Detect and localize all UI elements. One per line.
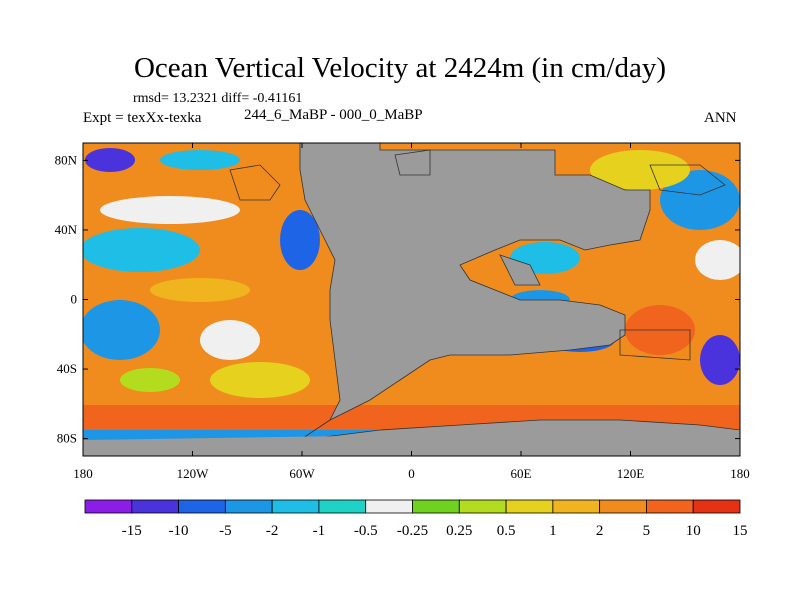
- colorbar-swatch: [365, 499, 413, 514]
- colorbar-swatch: [412, 499, 460, 514]
- pacific-patch: [200, 320, 260, 360]
- colorbar-label: -1: [313, 523, 326, 539]
- pacific-patch: [280, 210, 320, 270]
- lat-tick-label: 80S: [57, 431, 77, 446]
- east-ocean-patch: [700, 335, 740, 385]
- colorbar-label: 0.25: [446, 523, 472, 539]
- colorbar-swatch: [458, 499, 507, 514]
- experiment-label: Expt = texXx-texka: [83, 110, 202, 126]
- lat-tick-label: 40S: [57, 361, 77, 376]
- colorbar-swatch: [599, 499, 647, 514]
- colorbar-swatch: [505, 499, 554, 514]
- pacific-patch: [100, 196, 240, 224]
- lon-tick-label: 0: [408, 466, 415, 481]
- colorbar-swatch: [646, 499, 694, 514]
- lon-tick-label: 180: [730, 466, 750, 481]
- east-ocean-patch: [590, 150, 690, 190]
- colorbar-swatch: [271, 499, 320, 514]
- colorbar-swatch: [318, 499, 367, 514]
- colorbar: -15 -10 -5 -2 -1 -0.5 -0.25 0.25 0.5 1 2 5 10 15: [84, 499, 748, 539]
- subtitle: 244_6_MaBP - 000_0_MaBP: [244, 107, 423, 123]
- pacific-patch: [83, 300, 160, 360]
- pacific-patch: [85, 148, 135, 172]
- colorbar-label: -10: [169, 523, 189, 539]
- lon-tick-label: 120W: [177, 466, 210, 481]
- lat-tick-label: 0: [71, 292, 78, 307]
- velocity-field: [83, 143, 740, 456]
- colorbar-label: -15: [122, 523, 142, 539]
- pacific-patch: [83, 228, 200, 272]
- colorbar-label: -2: [266, 523, 279, 539]
- pacific-patch: [150, 278, 250, 302]
- pangaea-land: [83, 143, 740, 456]
- antarctic-land: [83, 430, 740, 456]
- lon-tick-label: 60E: [511, 466, 532, 481]
- pacific-patch: [210, 362, 310, 398]
- colorbar-swatch: [552, 499, 601, 514]
- lon-tick-label: 180: [73, 466, 93, 481]
- colorbar-label: 2: [596, 523, 604, 539]
- lat-tick-label: 80N: [55, 152, 78, 167]
- lat-axis: 80N 40N 0 40S 80S: [55, 152, 740, 446]
- colorbar-label: 1: [549, 523, 557, 539]
- coastline-outline: [229, 164, 281, 201]
- stats-text: rmsd= 13.2321 diff= -0.41161: [133, 91, 303, 106]
- lat-tick-label: 40N: [55, 222, 78, 237]
- pacific-patch: [120, 368, 180, 392]
- season-label: ANN: [704, 110, 737, 126]
- colorbar-swatch: [131, 499, 179, 514]
- coastline-outline: [649, 164, 726, 196]
- colorbar-swatch: [692, 499, 741, 514]
- lon-tick-label: 60W: [289, 466, 315, 481]
- lon-tick-label: 120E: [617, 466, 645, 481]
- colorbar-swatch: [178, 499, 226, 514]
- page-title: Ocean Vertical Velocity at 2424m (in cm/…: [133, 52, 667, 84]
- east-ocean-patch: [660, 170, 740, 230]
- colorbar-label: 0.5: [497, 523, 516, 539]
- coastline-outline: [619, 329, 691, 361]
- colorbar-swatch: [224, 499, 273, 514]
- colorbar-label: -5: [219, 523, 232, 539]
- colorbar-swatch: [84, 499, 133, 514]
- colorbar-label: 5: [643, 523, 651, 539]
- colorbar-label: 15: [733, 523, 748, 539]
- north-land-fragment: [394, 149, 431, 176]
- colorbar-label: -0.5: [354, 523, 378, 539]
- colorbar-label: -0.25: [397, 523, 428, 539]
- pacific-patch: [160, 150, 240, 170]
- tethys-island: [499, 254, 541, 286]
- lon-axis: 180 120W 60W 0 60E 120E 180: [73, 143, 750, 481]
- colorbar-label: 10: [686, 523, 701, 539]
- east-ocean-patch: [695, 240, 740, 280]
